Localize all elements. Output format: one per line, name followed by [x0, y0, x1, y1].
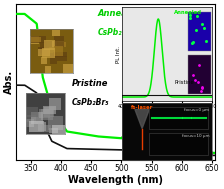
Text: Annealed: Annealed	[97, 9, 142, 18]
Y-axis label: Abs.: Abs.	[4, 70, 14, 94]
Text: CsPb₂Br₅: CsPb₂Br₅	[71, 98, 109, 107]
Text: CsPb₂Br₅: CsPb₂Br₅	[97, 28, 135, 37]
Text: Pristine: Pristine	[71, 79, 108, 88]
X-axis label: Wavelength (nm): Wavelength (nm)	[68, 175, 163, 185]
